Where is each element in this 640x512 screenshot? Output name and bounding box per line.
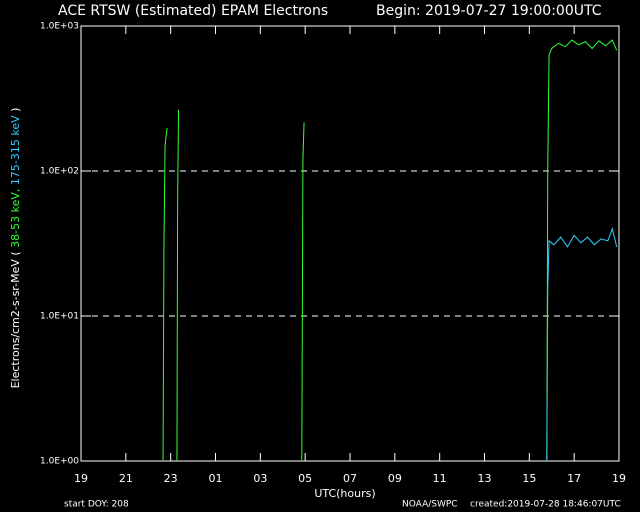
y-tick-label: 1.0E+02 <box>40 167 79 177</box>
x-tick-label: 19 <box>74 472 88 485</box>
x-tick-label: 13 <box>478 472 492 485</box>
legend-entry: 38-53 keV, <box>9 189 22 248</box>
chart-title: ACE RTSW (Estimated) EPAM Electrons <box>58 3 328 19</box>
x-tick-label: 17 <box>567 472 581 485</box>
x-axis-label: UTC(hours) <box>314 487 375 500</box>
x-tick-label: 15 <box>522 472 536 485</box>
series-line <box>162 39 618 462</box>
x-tick-label: 21 <box>119 472 133 485</box>
series-line <box>546 227 618 462</box>
footer-right: created:2019-07-28 18:46:07UTC <box>470 500 621 510</box>
chart-subtitle: Begin: 2019-07-27 19:00:00UTC <box>376 3 602 19</box>
y-tick-label: 1.0E+01 <box>40 312 79 322</box>
y-axis-label-prefix: Electrons/cm2-s-sr-MeV ( <box>9 251 22 388</box>
x-tick-label: 05 <box>298 472 312 485</box>
x-tick-label: 23 <box>164 472 178 485</box>
x-tick-label: 03 <box>253 472 267 485</box>
y-tick-label: 1.0E+00 <box>40 457 79 467</box>
plot-frame <box>80 25 620 462</box>
footer-left: start DOY: 208 <box>64 500 129 510</box>
x-tick-label: 09 <box>388 472 402 485</box>
y-axis-label-suffix: ) <box>9 108 22 112</box>
legend-entry: 175-315 keV <box>9 115 22 185</box>
y-tick-label: 1.0E+03 <box>40 22 79 32</box>
x-tick-label: 11 <box>433 472 447 485</box>
x-tick-label: 19 <box>612 472 626 485</box>
x-tick-label: 07 <box>343 472 357 485</box>
x-tick-label: 01 <box>209 472 223 485</box>
y-axis-label: Electrons/cm2-s-sr-MeV ( 38-53 keV, 175-… <box>9 108 22 389</box>
footer-center: NOAA/SWPC <box>402 500 458 510</box>
